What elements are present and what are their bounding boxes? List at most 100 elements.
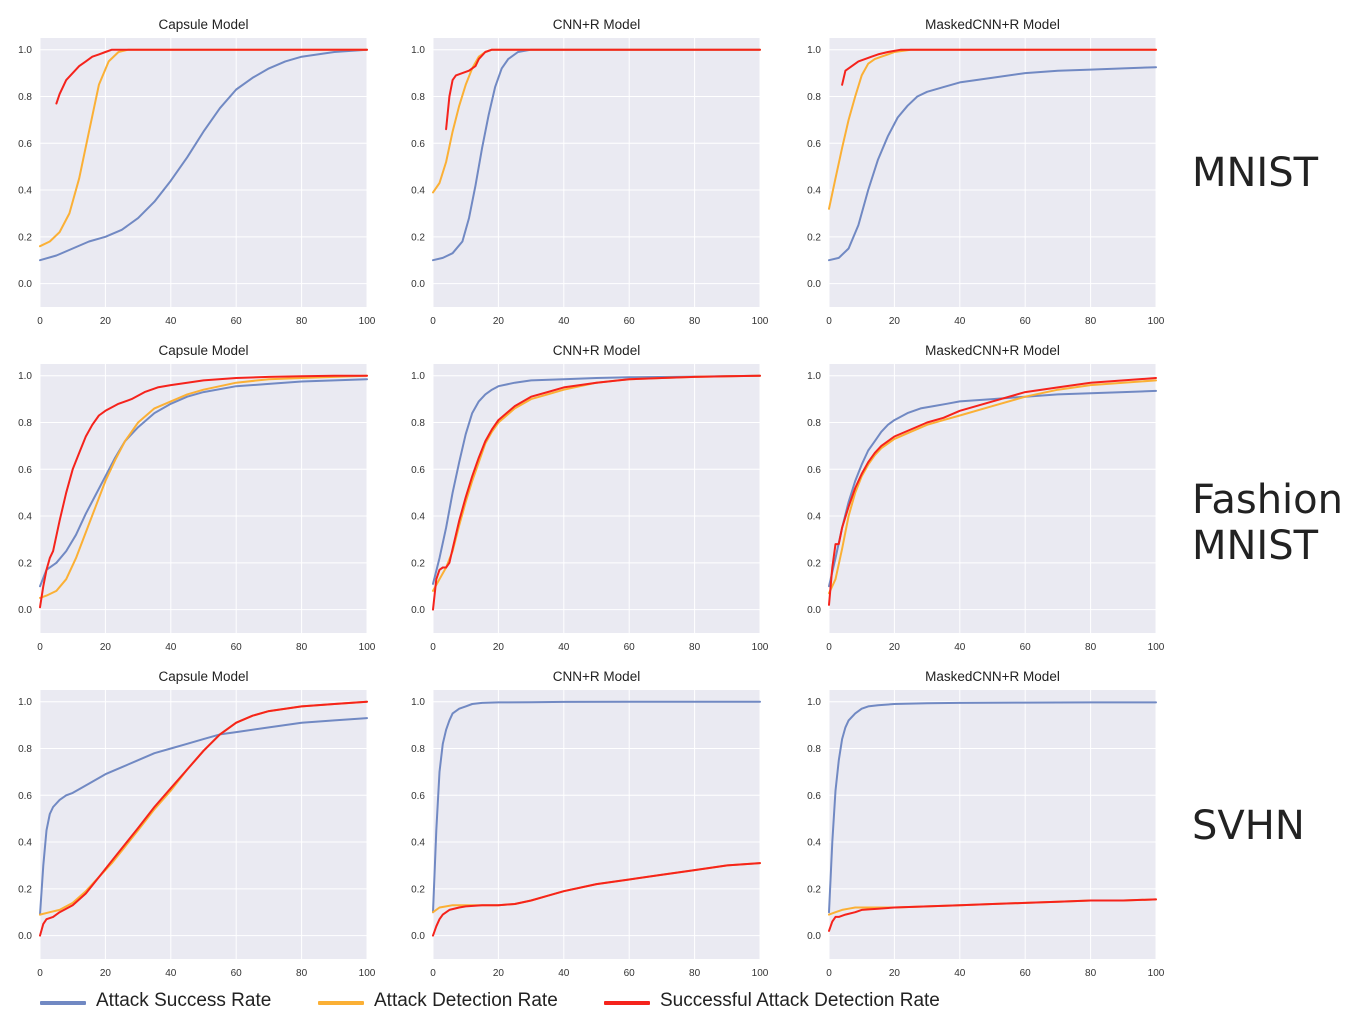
panel-2-series-attack-success-rate — [828, 66, 1157, 262]
panel-5-xtick-label-0: 0 — [826, 642, 832, 653]
panel-6-ytick-label-2: 0.4 — [18, 838, 32, 849]
panel-4-xtick-label-4: 80 — [689, 642, 701, 653]
panel-4-xtick-label-5: 100 — [752, 642, 769, 653]
panel-3-ytick-label-1: 0.2 — [18, 558, 32, 569]
panel-8-ytick-label-4: 0.8 — [807, 744, 821, 755]
panel-4-plot-area — [433, 364, 760, 633]
panel-8-xtick-label-0: 0 — [826, 968, 832, 979]
panel-8-xtick-label-4: 80 — [1085, 968, 1097, 979]
panel-4-title: CNN+R Model — [553, 343, 640, 358]
row-label-svhn: SVHN — [1192, 803, 1305, 849]
panel-0-xtick-label-4: 80 — [296, 316, 308, 327]
legend-label-attack-detection-rate: Attack Detection Rate — [374, 990, 558, 1011]
legend: Attack Success Rate Attack Detection Rat… — [0, 985, 1356, 1025]
panel-5-title: MaskedCNN+R Model — [925, 343, 1060, 358]
panel-2-ytick-label-0: 0.0 — [807, 279, 821, 290]
panel-6-xtick-label-3: 60 — [231, 968, 243, 979]
panel-1-ytick-label-1: 0.2 — [411, 232, 425, 243]
legend-swatch-successful-attack-detection-rate — [604, 1001, 650, 1005]
panel-1-plot-area — [433, 38, 760, 307]
panel-3-ytick-label-4: 0.8 — [18, 418, 32, 429]
panel-4-xtick-label-3: 60 — [624, 642, 636, 653]
panel-1-xtick-label-5: 100 — [752, 316, 769, 327]
panel-1-xtick-label-1: 20 — [493, 316, 505, 327]
panel-2-plot-area — [829, 38, 1156, 307]
panel-1-ytick-label-3: 0.6 — [411, 139, 425, 150]
panel-8-ytick-label-0: 0.0 — [807, 931, 821, 942]
panel-2-xtick-label-5: 100 — [1148, 316, 1165, 327]
panel-0-ytick-label-5: 1.0 — [18, 45, 32, 56]
panel-0-xtick-label-0: 0 — [37, 316, 43, 327]
panel-2-xtick-label-3: 60 — [1020, 316, 1032, 327]
panel-1-series-successful-attack-detection-rate — [445, 48, 761, 131]
panel-1-xtick-label-4: 80 — [689, 316, 701, 327]
panel-7-ytick-label-1: 0.2 — [411, 884, 425, 895]
panel-6-plot-area — [40, 690, 367, 959]
panel-7-ytick-label-4: 0.8 — [411, 744, 425, 755]
panel-8-xtick-label-1: 20 — [889, 968, 901, 979]
panel-5-series-attack-success-rate — [828, 389, 1157, 588]
panel-3-xtick-label-0: 0 — [37, 642, 43, 653]
panel-8-ytick-label-5: 1.0 — [807, 697, 821, 708]
legend-swatch-attack-success-rate — [40, 1001, 86, 1005]
panel-5-plot-area — [829, 364, 1156, 633]
panel-0-plot-area — [40, 38, 367, 307]
panel-6-xtick-label-0: 0 — [37, 968, 43, 979]
panel-2-ytick-label-1: 0.2 — [807, 232, 821, 243]
panel-8-series-attack-success-rate — [828, 701, 1157, 914]
panel-0-ytick-label-3: 0.6 — [18, 139, 32, 150]
panel-3-series-successful-attack-detection-rate — [39, 374, 368, 609]
panel-1-xtick-label-2: 40 — [558, 316, 570, 327]
panel-2-ytick-label-5: 1.0 — [807, 45, 821, 56]
panel-0-ytick-label-2: 0.4 — [18, 186, 32, 197]
panel-0-xtick-label-2: 40 — [165, 316, 177, 327]
panel-7-ytick-label-5: 1.0 — [411, 697, 425, 708]
panel-3-ytick-label-5: 1.0 — [18, 371, 32, 382]
panel-0-ytick-label-0: 0.0 — [18, 279, 32, 290]
panel-6-series-successful-attack-detection-rate — [39, 700, 368, 937]
panel-4-ytick-label-1: 0.2 — [411, 558, 425, 569]
panel-5-ytick-label-4: 0.8 — [807, 418, 821, 429]
panel-0-xtick-label-1: 20 — [100, 316, 112, 327]
panel-1-ytick-label-4: 0.8 — [411, 92, 425, 103]
panel-1-ytick-label-5: 1.0 — [411, 45, 425, 56]
panel-3-series-attack-detection-rate — [39, 374, 368, 599]
panel-8-xtick-label-3: 60 — [1020, 968, 1032, 979]
panel-3-xtick-label-1: 20 — [100, 642, 112, 653]
panel-3-title: Capsule Model — [158, 343, 248, 358]
panel-2-xtick-label-4: 80 — [1085, 316, 1097, 327]
panel-8-title: MaskedCNN+R Model — [925, 669, 1060, 684]
panel-3-xtick-label-2: 40 — [165, 642, 177, 653]
panel-4-xtick-label-2: 40 — [558, 642, 570, 653]
panel-5-xtick-label-2: 40 — [954, 642, 966, 653]
panel-6-title: Capsule Model — [158, 669, 248, 684]
panel-8-xtick-label-5: 100 — [1148, 968, 1165, 979]
panel-5-series-attack-detection-rate — [828, 379, 1157, 595]
panel-4-xtick-label-0: 0 — [430, 642, 436, 653]
panel-6-xtick-label-5: 100 — [359, 968, 376, 979]
panel-2-ytick-label-2: 0.4 — [807, 186, 821, 197]
panel-3-xtick-label-3: 60 — [231, 642, 243, 653]
row-label-fashion-mnist: Fashion MNIST — [1192, 477, 1343, 569]
panel-6-ytick-label-3: 0.6 — [18, 791, 32, 802]
panel-0-xtick-label-3: 60 — [231, 316, 243, 327]
panel-7-series-successful-attack-detection-rate — [432, 862, 761, 937]
panel-6-ytick-label-5: 1.0 — [18, 697, 32, 708]
panel-1-xtick-label-3: 60 — [624, 316, 636, 327]
panel-1-xtick-label-0: 0 — [430, 316, 436, 327]
panel-8-ytick-label-2: 0.4 — [807, 838, 821, 849]
panel-2-series-attack-detection-rate — [828, 48, 1157, 210]
panel-4-ytick-label-0: 0.0 — [411, 605, 425, 616]
panel-5-ytick-label-1: 0.2 — [807, 558, 821, 569]
panel-6-ytick-label-1: 0.2 — [18, 884, 32, 895]
panel-4-ytick-label-5: 1.0 — [411, 371, 425, 382]
panel-2-ytick-label-4: 0.8 — [807, 92, 821, 103]
panel-3-ytick-label-0: 0.0 — [18, 605, 32, 616]
panel-5-ytick-label-3: 0.6 — [807, 465, 821, 476]
panel-4-ytick-label-2: 0.4 — [411, 512, 425, 523]
panel-7-series-attack-success-rate — [432, 700, 761, 914]
panel-2-xtick-label-0: 0 — [826, 316, 832, 327]
panel-7-xtick-label-5: 100 — [752, 968, 769, 979]
panel-3-xtick-label-4: 80 — [296, 642, 308, 653]
legend-label-attack-success-rate: Attack Success Rate — [96, 990, 272, 1011]
